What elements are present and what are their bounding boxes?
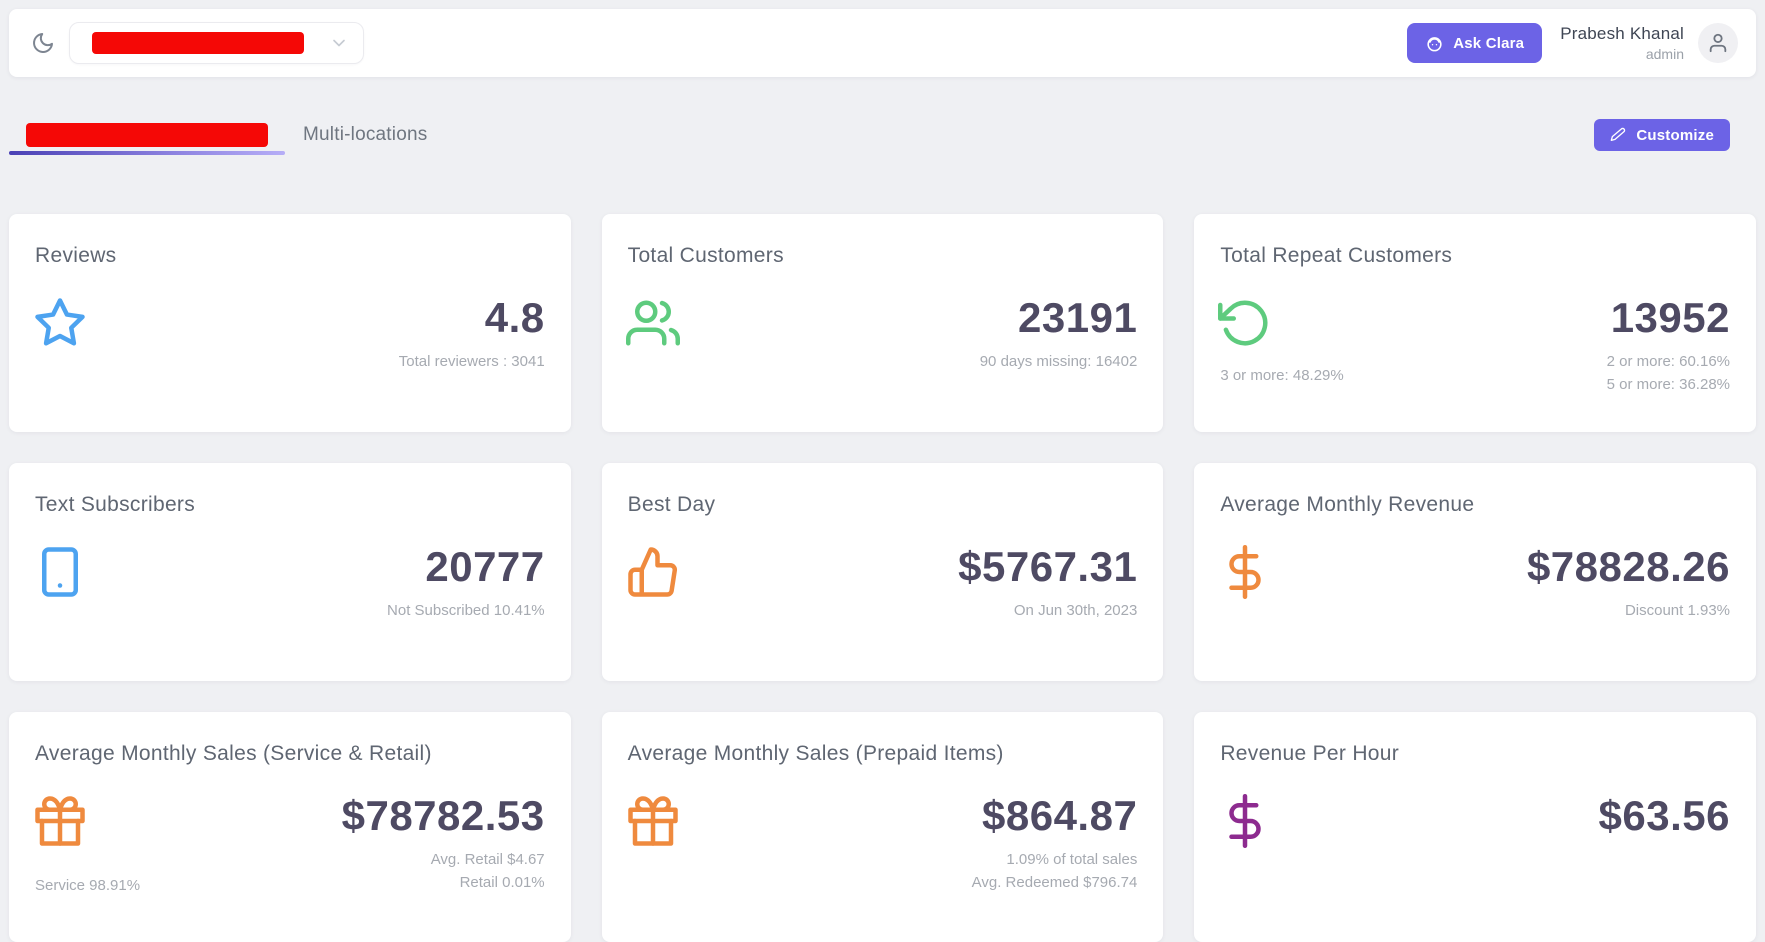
card-best-day: Best Day $5767.31 On Jun 30th, 2023 — [601, 463, 1164, 681]
card-reviews: Reviews 4.8 Total reviewers : 3041 — [9, 214, 571, 432]
user-name: Prabesh Khanal — [1560, 24, 1684, 43]
metric-subtext: Discount 1.93% — [1624, 601, 1730, 619]
redacted-location-value — [92, 32, 304, 54]
metric-value: $78782.53 — [341, 792, 545, 839]
metric-value: 20777 — [425, 543, 545, 590]
metric-subtext-left: Service 98.91% — [35, 877, 141, 894]
metric-subtext: 5 or more: 36.28% — [1606, 376, 1730, 394]
metric-value: $78828.26 — [1526, 543, 1730, 590]
metric-subtext-left: 3 or more: 48.29% — [1220, 367, 1344, 384]
bot-icon — [1425, 34, 1444, 53]
card-title: Average Monthly Sales (Prepaid Items) — [627, 742, 1004, 765]
metric-value: $5767.31 — [958, 543, 1138, 590]
metric-card-grid: Reviews 4.8 Total reviewers : 3041 Total… — [9, 214, 1756, 942]
thumbs-up-icon — [626, 545, 680, 599]
metric-subtext: Not Subscribed 10.41% — [387, 601, 545, 619]
user-icon — [1707, 32, 1729, 54]
card-title: Average Monthly Sales (Service & Retail) — [35, 742, 432, 765]
metric-subtext: 2 or more: 60.16% — [1606, 352, 1730, 370]
edit-pencil-icon — [1610, 127, 1626, 143]
card-title: Revenue Per Hour — [1220, 742, 1400, 765]
metric-value: $864.87 — [982, 792, 1138, 839]
chevron-down-icon — [329, 33, 349, 53]
metric-value: 23191 — [1018, 294, 1138, 341]
customize-label: Customize — [1636, 126, 1714, 144]
card-title: Reviews — [35, 244, 117, 267]
metric-value: $63.56 — [1598, 792, 1730, 839]
card-title: Text Subscribers — [35, 493, 196, 516]
dollar-icon — [1218, 794, 1272, 848]
dashboard-tabs: Multi-locations Customize — [9, 115, 1756, 155]
header-right-group: Ask Clara Prabesh Khanal admin — [1407, 23, 1738, 63]
card-title: Total Repeat Customers — [1220, 244, 1453, 267]
metric-subtext: Retail 0.01% — [459, 874, 545, 892]
ask-clara-button[interactable]: Ask Clara — [1407, 23, 1543, 63]
card-title: Total Customers — [627, 244, 784, 267]
metric-subtext: Avg. Redeemed $796.74 — [971, 874, 1138, 892]
moon-icon — [31, 31, 55, 55]
card-title: Best Day — [627, 493, 716, 516]
location-select[interactable] — [69, 22, 364, 64]
metric-subtext: 1.09% of total sales — [1006, 850, 1138, 868]
user-info: Prabesh Khanal admin — [1560, 24, 1684, 62]
card-total-repeat-customers: Total Repeat Customers 13952 2 or more: … — [1194, 214, 1756, 432]
users-icon — [625, 296, 680, 350]
star-icon — [33, 296, 87, 350]
metric-subtext: Avg. Retail $4.67 — [430, 850, 545, 868]
dollar-icon — [1218, 545, 1272, 599]
smartphone-icon — [33, 545, 87, 599]
gift-icon — [33, 794, 87, 848]
tab-label: Multi-locations — [303, 124, 428, 145]
customize-button[interactable]: Customize — [1594, 119, 1730, 151]
card-text-subscribers: Text Subscribers 20777 Not Subscribed 10… — [9, 463, 571, 681]
card-title: Average Monthly Revenue — [1220, 493, 1475, 516]
card-avg-monthly-sales-prepaid: Average Monthly Sales (Prepaid Items) $8… — [601, 712, 1164, 942]
tab-multi-locations[interactable]: Multi-locations — [285, 115, 445, 155]
rotate-ccw-icon — [1218, 296, 1272, 350]
metric-subtext: On Jun 30th, 2023 — [1013, 601, 1138, 619]
card-total-customers: Total Customers 23191 90 days missing: 1… — [601, 214, 1164, 432]
user-avatar[interactable] — [1698, 23, 1738, 63]
tab-active-redacted[interactable] — [9, 115, 285, 155]
card-avg-monthly-sales-service-retail: Average Monthly Sales (Service & Retail)… — [9, 712, 571, 942]
user-role: admin — [1645, 46, 1684, 62]
metric-value: 13952 — [1610, 294, 1730, 341]
metric-subtext: Total reviewers : 3041 — [398, 352, 545, 370]
dark-mode-toggle[interactable] — [31, 31, 55, 55]
metric-subtext: 90 days missing: 16402 — [979, 352, 1138, 370]
ask-clara-label: Ask Clara — [1453, 34, 1525, 52]
card-revenue-per-hour: Revenue Per Hour $63.56 — [1194, 712, 1756, 942]
metric-value: 4.8 — [484, 294, 545, 341]
gift-icon — [626, 794, 680, 848]
redacted-tab-label — [26, 123, 268, 147]
card-average-monthly-revenue: Average Monthly Revenue $78828.26 Discou… — [1194, 463, 1756, 681]
top-header-bar: Ask Clara Prabesh Khanal admin — [9, 9, 1756, 77]
